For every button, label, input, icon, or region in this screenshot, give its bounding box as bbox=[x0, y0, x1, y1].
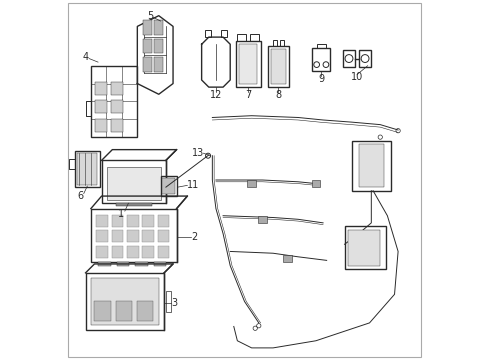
Bar bbox=[127, 246, 139, 257]
Bar bbox=[91, 278, 159, 325]
Text: 9: 9 bbox=[318, 74, 324, 84]
Bar bbox=[154, 58, 163, 72]
Bar bbox=[111, 82, 122, 95]
Bar bbox=[96, 246, 108, 257]
Bar bbox=[96, 215, 108, 227]
Bar bbox=[111, 119, 122, 132]
Bar bbox=[279, 40, 283, 46]
Bar bbox=[162, 178, 175, 194]
Bar bbox=[347, 230, 380, 266]
Bar bbox=[75, 152, 100, 187]
Bar bbox=[312, 48, 329, 71]
Bar bbox=[358, 144, 383, 187]
Bar bbox=[142, 215, 154, 227]
Bar bbox=[142, 39, 151, 53]
Bar bbox=[258, 216, 266, 223]
Bar bbox=[142, 230, 154, 242]
Bar bbox=[267, 46, 288, 87]
Text: 11: 11 bbox=[186, 180, 199, 190]
Bar bbox=[111, 215, 123, 227]
Bar bbox=[142, 246, 154, 257]
Text: 3: 3 bbox=[171, 298, 178, 308]
Text: 13: 13 bbox=[192, 148, 204, 158]
Bar bbox=[137, 301, 153, 321]
Bar bbox=[249, 33, 258, 41]
Bar bbox=[95, 82, 106, 95]
Bar bbox=[239, 44, 257, 84]
Bar bbox=[94, 301, 110, 321]
Bar bbox=[154, 39, 163, 53]
Bar bbox=[77, 153, 97, 185]
Bar bbox=[135, 262, 147, 266]
Text: 5: 5 bbox=[146, 11, 153, 21]
Text: 1: 1 bbox=[118, 209, 124, 219]
Bar bbox=[116, 301, 132, 321]
Bar bbox=[221, 30, 226, 37]
Bar bbox=[127, 215, 139, 227]
Bar bbox=[165, 291, 171, 312]
Bar bbox=[237, 33, 246, 41]
Bar bbox=[157, 230, 169, 242]
Bar bbox=[358, 50, 370, 67]
Bar bbox=[157, 246, 169, 257]
Bar bbox=[142, 58, 151, 72]
Bar bbox=[85, 273, 164, 330]
Bar bbox=[157, 215, 169, 227]
Bar bbox=[153, 262, 166, 266]
Bar bbox=[316, 44, 325, 48]
Bar bbox=[116, 262, 129, 266]
Bar bbox=[272, 40, 277, 46]
Bar bbox=[351, 141, 390, 191]
Text: 7: 7 bbox=[244, 90, 251, 100]
Bar bbox=[154, 20, 163, 35]
Text: 12: 12 bbox=[209, 90, 222, 100]
Bar bbox=[235, 41, 260, 87]
Bar bbox=[311, 180, 320, 187]
Bar bbox=[91, 66, 137, 137]
Bar bbox=[247, 180, 255, 187]
Bar bbox=[344, 226, 385, 269]
Bar bbox=[111, 100, 122, 113]
Bar bbox=[98, 262, 110, 266]
Bar bbox=[142, 20, 151, 35]
Bar bbox=[95, 119, 106, 132]
Bar bbox=[127, 230, 139, 242]
Text: 2: 2 bbox=[191, 232, 197, 242]
Bar bbox=[111, 246, 123, 257]
Bar bbox=[111, 230, 123, 242]
Bar bbox=[270, 49, 285, 84]
Bar bbox=[342, 50, 354, 67]
Text: 8: 8 bbox=[275, 90, 281, 100]
Bar bbox=[95, 100, 106, 113]
Bar bbox=[102, 160, 165, 203]
Text: 10: 10 bbox=[350, 72, 363, 82]
Text: 6: 6 bbox=[77, 191, 83, 201]
Text: 4: 4 bbox=[82, 52, 88, 62]
Bar bbox=[283, 255, 291, 262]
Bar bbox=[160, 176, 176, 196]
Bar bbox=[116, 203, 151, 206]
Bar bbox=[91, 208, 176, 262]
Bar bbox=[96, 230, 108, 242]
Bar bbox=[205, 30, 210, 37]
Bar bbox=[107, 167, 160, 200]
